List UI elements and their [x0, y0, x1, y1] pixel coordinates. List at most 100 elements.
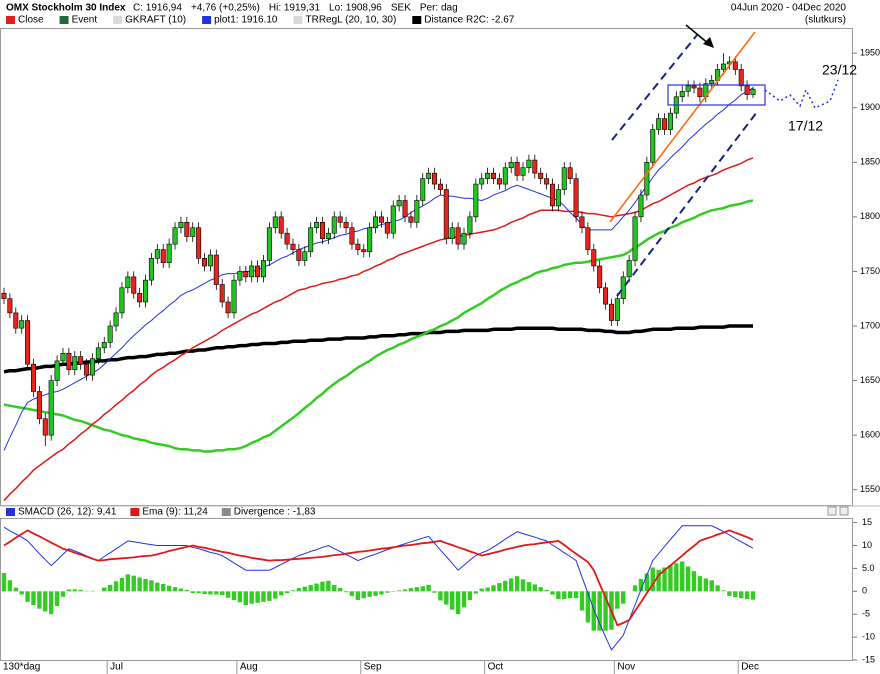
divergence-bar	[208, 591, 213, 595]
y-tick-label: 0	[862, 586, 867, 596]
candle-body	[172, 227, 178, 245]
legend-swatch	[6, 508, 15, 516]
candle-body	[72, 356, 78, 370]
candle-body	[603, 287, 609, 305]
divergence-bar	[603, 591, 608, 631]
quote-item: Hi: 1919,31	[269, 3, 321, 14]
divergence-bar	[66, 589, 72, 592]
price-plot	[1, 53, 756, 502]
date-range: 04Jun 2020 - 04Dec 2020	[731, 3, 847, 14]
divergence-bar	[25, 591, 30, 602]
candle-body	[579, 216, 585, 229]
divergence-bar	[721, 590, 726, 592]
divergence-bar	[668, 565, 673, 592]
candle-body	[526, 159, 532, 169]
divergence-bar	[78, 589, 83, 592]
candle-body	[614, 298, 620, 321]
divergence-bar	[615, 591, 620, 609]
divergence-bar	[373, 591, 378, 596]
divergence-bar	[573, 591, 579, 599]
divergence-bar	[550, 591, 555, 595]
candle-body	[473, 183, 479, 218]
candle-body	[54, 360, 60, 381]
y-tick-label: 1700	[860, 320, 880, 330]
divergence-bar	[225, 591, 231, 598]
divergence-bar	[1, 572, 7, 592]
divergence-bar	[343, 591, 349, 593]
y-tick-label: 1950	[860, 47, 880, 57]
candle-body	[119, 287, 125, 314]
divergence-bar	[131, 575, 136, 592]
legend-label: Distance R2C: -2.67	[424, 15, 514, 26]
candle-body	[361, 249, 367, 253]
candle-body	[207, 254, 213, 267]
candle-body	[60, 352, 66, 362]
divergence-bar	[379, 591, 384, 595]
y-tick-label: 1550	[860, 484, 880, 494]
divergence-bar	[161, 583, 166, 592]
divergence-bar	[249, 591, 254, 604]
candle-body	[95, 347, 101, 360]
candle-body	[567, 167, 573, 179]
candle-body	[455, 227, 461, 245]
divergence-bar	[455, 591, 461, 615]
divergence-bar	[426, 584, 431, 592]
divergence-bar	[585, 591, 591, 623]
candle-body	[561, 167, 567, 190]
divergence-bar	[444, 591, 449, 605]
candle-body	[337, 216, 343, 223]
divergence-bar	[220, 591, 225, 595]
candle-body	[467, 216, 473, 234]
divergence-bar	[284, 591, 290, 594]
y-tick-label: 1600	[860, 430, 880, 440]
divergence-bar	[349, 591, 355, 596]
legend-swatch	[6, 16, 15, 24]
candle-body	[544, 178, 550, 185]
divergence-bar	[467, 591, 473, 600]
divergence-bar	[231, 591, 237, 600]
candle-body	[626, 260, 632, 278]
candle-body	[644, 161, 650, 196]
candle-body	[691, 85, 697, 89]
channel-upper	[611, 34, 698, 141]
divergence-bar	[432, 591, 437, 593]
candle-body	[190, 227, 196, 237]
candle-body	[697, 87, 703, 98]
candle-body	[650, 129, 656, 163]
divergence-bar	[125, 574, 131, 592]
divergence-bar	[520, 579, 526, 592]
y-tick-label: 1650	[860, 375, 880, 385]
candle-body	[426, 172, 432, 179]
candle-body	[390, 205, 396, 234]
candle-body	[662, 118, 668, 130]
panel-button[interactable]	[827, 506, 837, 516]
candle-body	[750, 88, 756, 95]
candle-body	[355, 243, 361, 250]
divergence-bar	[172, 587, 178, 592]
candle-body	[237, 271, 243, 281]
candle-body	[231, 279, 237, 314]
divergence-bar	[149, 580, 154, 592]
panel-button[interactable]	[839, 506, 849, 516]
divergence-bar	[37, 591, 42, 609]
divergence-bar	[733, 591, 738, 598]
divergence-bar	[184, 589, 190, 592]
divergence-bar	[31, 591, 36, 606]
candle-body	[608, 303, 614, 321]
divergence-bar	[296, 588, 302, 592]
divergence-bar	[196, 591, 201, 594]
candle-body	[449, 227, 455, 239]
divergence-bar	[302, 586, 307, 592]
divergence-bar	[361, 591, 366, 599]
candle-body	[48, 380, 54, 436]
x-tick-label: Jul	[110, 662, 123, 673]
candle-body	[343, 221, 349, 229]
legend-label: GKRAFT (10)	[125, 15, 186, 26]
divergence-bar	[13, 587, 18, 592]
candle-body	[496, 178, 502, 185]
candle-body	[160, 249, 166, 263]
moving-average	[3, 324, 753, 374]
candle-body	[266, 227, 272, 261]
macd-panel	[0, 518, 853, 661]
